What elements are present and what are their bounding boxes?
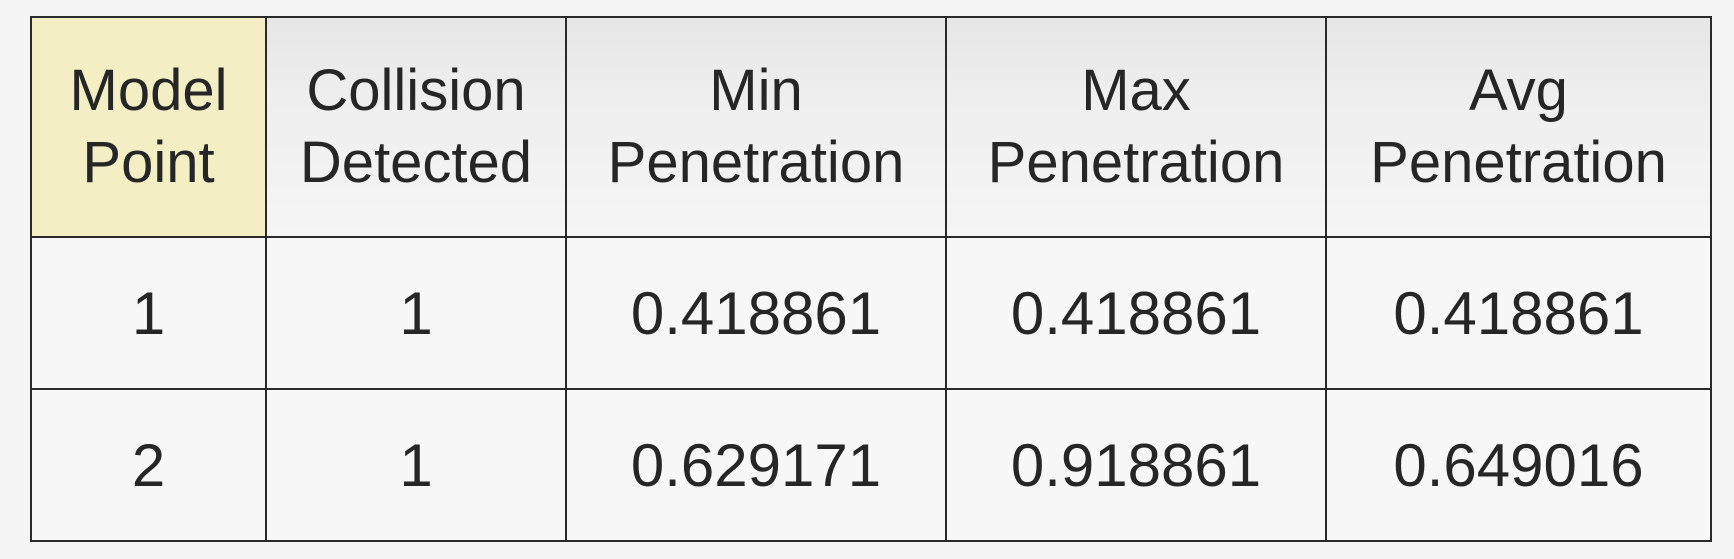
header-label-line2: Penetration xyxy=(1370,130,1667,195)
table-row: 2 1 0.629171 0.918861 0.649016 xyxy=(30,388,1712,542)
cell-avg-penetration: 0.649016 xyxy=(1325,388,1712,542)
header-model-point[interactable]: Model Point xyxy=(30,16,267,238)
cell-model-point: 2 xyxy=(30,388,267,542)
header-min-penetration[interactable]: Min Penetration xyxy=(565,16,947,238)
cell-min-penetration: 0.418861 xyxy=(565,236,947,390)
cell-max-penetration: 0.418861 xyxy=(945,236,1327,390)
header-collision-detected[interactable]: Collision Detected xyxy=(265,16,567,238)
cell-max-penetration: 0.918861 xyxy=(945,388,1327,542)
header-label-line1: Collision xyxy=(306,58,526,123)
cell-min-penetration: 0.629171 xyxy=(565,388,947,542)
header-label-line1: Avg xyxy=(1469,58,1568,123)
cell-avg-penetration: 0.418861 xyxy=(1325,236,1712,390)
header-label-line2: Detected xyxy=(299,130,533,195)
header-label-line1: Max xyxy=(1081,58,1191,123)
header-max-penetration[interactable]: Max Penetration xyxy=(945,16,1327,238)
cell-collision-detected: 1 xyxy=(265,388,567,542)
header-label-line1: Min xyxy=(709,58,803,123)
header-label-line2: Point xyxy=(82,130,215,195)
header-row: Model Point Collision Detected Min Penet… xyxy=(30,16,1712,238)
cell-collision-detected: 1 xyxy=(265,236,567,390)
header-label-line1: Model xyxy=(69,58,228,123)
results-table: Model Point Collision Detected Min Penet… xyxy=(30,16,1712,542)
header-avg-penetration[interactable]: Avg Penetration xyxy=(1325,16,1712,238)
header-label-line2: Penetration xyxy=(987,130,1285,195)
header-label-line2: Penetration xyxy=(607,130,905,195)
cell-model-point: 1 xyxy=(30,236,267,390)
table-row: 1 1 0.418861 0.418861 0.418861 xyxy=(30,236,1712,390)
